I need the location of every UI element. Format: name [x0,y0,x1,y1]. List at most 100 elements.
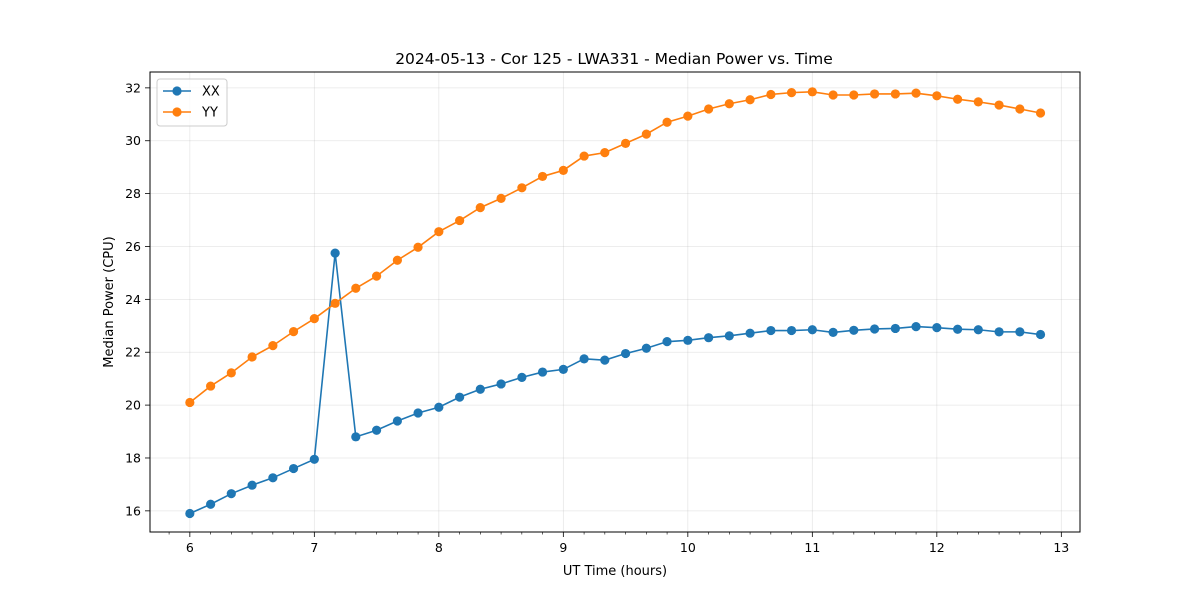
data-point-yy [558,165,568,175]
data-point-xx [849,325,859,335]
data-point-xx [1035,329,1046,340]
data-point-xx [766,325,776,336]
data-point-xx [413,408,423,418]
data-point-yy [807,87,817,97]
y-axis: 16 18 20 22 24 26 28 30 32 [125,80,150,518]
data-point-xx [807,325,817,335]
data-point-yy [268,341,278,351]
data-point-yy [226,368,236,378]
x-tick-label: 12 [929,540,945,555]
data-point-yy [932,91,942,101]
y-axis-label: Median Power (CPU) [102,236,117,367]
data-point-xx [185,508,195,519]
data-point-xx [704,333,714,343]
data-point-yy [475,203,485,213]
series-line-yy [189,91,1041,404]
data-point-xx [579,354,589,364]
data-point-xx [932,323,942,333]
data-point-yy [911,88,921,98]
data-point-xx [662,337,672,347]
data-point-xx [786,325,797,336]
data-point-xx [496,379,506,389]
y-tick-label: 24 [125,292,141,307]
data-point-yy [828,90,838,100]
x-tick-label: 10 [680,540,696,555]
data-point-yy [641,129,651,139]
legend-item-yy: YY [163,106,218,121]
data-point-yy [662,117,672,127]
y-tick-label: 20 [125,398,141,413]
data-point-yy [1035,108,1046,118]
data-point-yy [309,314,319,324]
data-point-yy [890,89,900,99]
data-point-yy [766,89,776,100]
data-point-yy [496,193,506,203]
data-point-yy [206,381,216,391]
x-tick-label: 13 [1053,540,1069,555]
data-point-xx [994,327,1004,337]
data-point-xx [268,473,278,483]
legend-label: XX [202,85,220,100]
series-xx [185,248,1046,519]
data-point-xx [309,454,319,464]
data-point-xx [434,402,444,412]
data-point-yy [351,283,361,293]
data-point-yy [517,183,527,193]
x-tick-label: 11 [804,540,820,555]
y-tick-label: 22 [125,345,141,360]
data-point-yy [600,148,610,158]
data-point-yy [1015,104,1025,114]
data-point-xx [620,348,631,359]
data-point-yy [330,298,340,308]
x-tick-label: 6 [186,540,194,555]
data-point-yy [786,88,797,98]
x-axis-label: UT Time (hours) [563,564,667,579]
legend-swatch-marker [172,86,182,96]
data-point-yy [392,255,402,265]
x-tick-label: 7 [310,540,318,555]
data-point-yy [434,227,444,237]
data-point-xx [351,432,361,442]
legend-item-xx: XX [163,85,220,100]
data-point-xx [455,392,465,402]
data-point-yy [413,242,423,252]
data-point-xx [828,327,838,337]
data-point-yy [371,271,382,281]
data-point-yy [849,90,859,100]
data-point-xx [683,335,693,345]
data-point-yy [994,100,1004,110]
data-point-xx [558,364,568,375]
legend-label: YY [201,106,218,121]
data-point-xx [247,480,257,490]
data-point-xx [724,331,734,341]
data-point-yy [579,151,589,161]
series-layer [185,87,1046,519]
data-point-xx [206,499,216,509]
data-point-xx [288,463,299,474]
data-point-yy [724,99,734,109]
data-point-xx [330,248,340,258]
data-point-yy [247,352,257,362]
y-tick-label: 16 [125,503,141,518]
data-point-yy [620,138,631,148]
data-point-xx [973,325,983,335]
data-point-yy [745,95,755,105]
data-point-yy [288,327,299,337]
data-point-yy [953,94,963,104]
data-point-yy [973,97,983,107]
data-point-yy [185,397,195,408]
y-tick-label: 28 [125,186,141,201]
data-point-yy [683,111,693,121]
x-axis: 6 7 8 9 10 11 12 13 [168,532,1069,555]
y-tick-label: 30 [125,133,141,148]
data-point-yy [455,215,465,226]
data-point-xx [869,324,880,334]
data-point-xx [371,425,382,435]
y-tick-label: 32 [125,80,141,95]
data-point-yy [704,104,714,114]
data-point-xx [517,372,527,382]
data-point-xx [953,324,963,334]
series-yy [185,87,1046,408]
data-point-xx [641,343,651,353]
